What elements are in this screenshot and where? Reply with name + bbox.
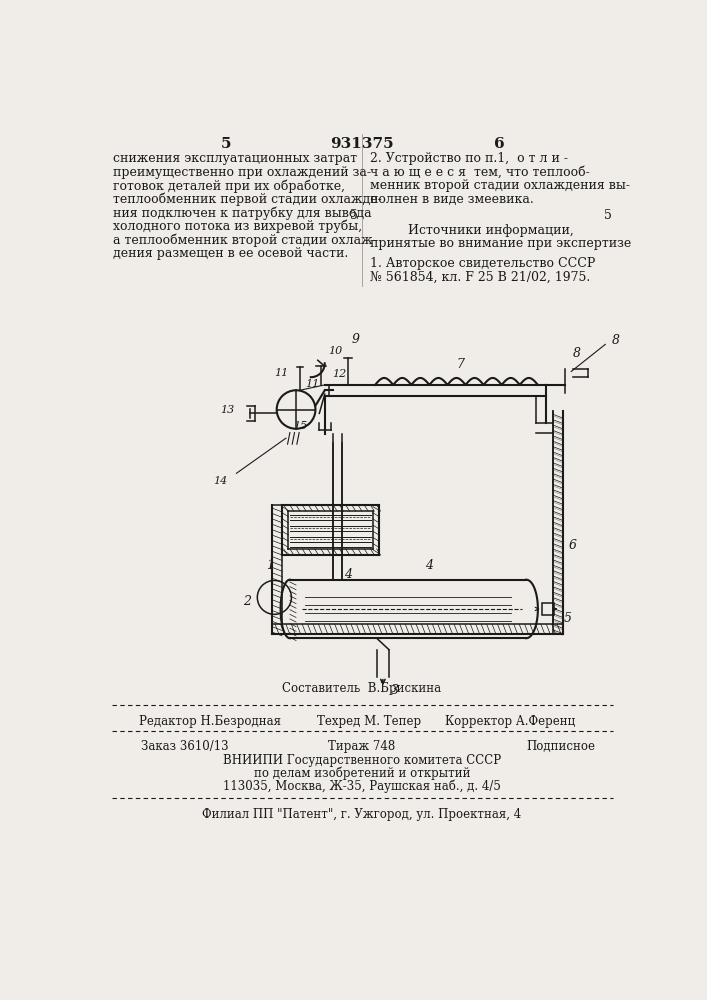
Text: полнен в виде змеевика.: полнен в виде змеевика. — [370, 193, 534, 206]
Text: 10: 10 — [329, 346, 343, 356]
Text: 113035, Москва, Ж-35, Раушская наб., д. 4/5: 113035, Москва, Ж-35, Раушская наб., д. … — [223, 780, 501, 793]
Text: 5: 5 — [604, 209, 612, 222]
Text: 15: 15 — [293, 421, 308, 431]
Text: 14: 14 — [214, 476, 228, 486]
Text: 2: 2 — [243, 595, 251, 608]
Text: 6: 6 — [493, 137, 504, 151]
Bar — [542, 603, 554, 615]
Text: Техред М. Тепер: Техред М. Тепер — [317, 715, 421, 728]
Text: 7: 7 — [457, 358, 464, 371]
Text: дения размещен в ее осевой части.: дения размещен в ее осевой части. — [113, 247, 349, 260]
Text: 5: 5 — [350, 209, 358, 222]
Text: 1. Авторское свидетельство СССР: 1. Авторское свидетельство СССР — [370, 257, 595, 270]
Text: № 561854, кл. F 25 В 21/02, 1975.: № 561854, кл. F 25 В 21/02, 1975. — [370, 271, 590, 284]
Text: принятые во внимание при экспертизе: принятые во внимание при экспертизе — [370, 237, 631, 250]
Text: Редактор Н.Безродная: Редактор Н.Безродная — [139, 715, 281, 728]
Text: 3: 3 — [391, 684, 399, 697]
Text: Филиал ПП "Патент", г. Ужгород, ул. Проектная, 4: Филиал ПП "Патент", г. Ужгород, ул. Прое… — [202, 808, 522, 821]
Text: 5: 5 — [563, 612, 571, 625]
Text: 931375: 931375 — [330, 137, 394, 151]
Text: 8: 8 — [612, 334, 619, 347]
Text: 1: 1 — [267, 559, 274, 572]
Text: Тираж 748: Тираж 748 — [328, 740, 396, 753]
Text: Источники информации,: Источники информации, — [409, 224, 574, 237]
Text: холодного потока из вихревой трубы,: холодного потока из вихревой трубы, — [113, 220, 362, 233]
Text: ч а ю щ е е с я  тем, что теплооб-: ч а ю щ е е с я тем, что теплооб- — [370, 166, 590, 179]
Text: Корректор А.Ференц: Корректор А.Ференц — [445, 715, 575, 728]
Text: 13: 13 — [220, 405, 234, 415]
Text: по делам изобретений и открытий: по делам изобретений и открытий — [254, 767, 470, 780]
Text: снижения эксплуатационных затрат: снижения эксплуатационных затрат — [113, 152, 357, 165]
Text: готовок деталей при их обработке,: готовок деталей при их обработке, — [113, 179, 345, 193]
Text: 9: 9 — [352, 333, 360, 346]
Text: ВНИИПИ Государственного комитета СССР: ВНИИПИ Государственного комитета СССР — [223, 754, 501, 767]
Text: 11: 11 — [305, 379, 320, 389]
Text: 11: 11 — [274, 368, 288, 378]
Text: Подписное: Подписное — [526, 740, 595, 753]
Text: 12: 12 — [332, 369, 346, 379]
Text: Заказ 3610/13: Заказ 3610/13 — [141, 740, 228, 753]
Text: 2. Устройство по п.1,  о т л и -: 2. Устройство по п.1, о т л и - — [370, 152, 568, 165]
Text: 6: 6 — [569, 539, 577, 552]
Text: теплообменник первой стадии охлажде-: теплообменник первой стадии охлажде- — [113, 193, 382, 206]
Text: Составитель  В.Брискина: Составитель В.Брискина — [282, 682, 441, 695]
Text: 8: 8 — [573, 347, 580, 360]
Text: менник второй стадии охлаждения вы-: менник второй стадии охлаждения вы- — [370, 179, 630, 192]
Text: ния подключен к патрубку для вывода: ния подключен к патрубку для вывода — [113, 206, 372, 220]
Text: 4: 4 — [344, 568, 352, 581]
Text: а теплообменник второй стадии охлаж-: а теплообменник второй стадии охлаж- — [113, 233, 377, 247]
Text: 5: 5 — [221, 137, 230, 151]
Text: 4: 4 — [426, 559, 433, 572]
Text: преимущественно при охлаждений за-: преимущественно при охлаждений за- — [113, 166, 371, 179]
